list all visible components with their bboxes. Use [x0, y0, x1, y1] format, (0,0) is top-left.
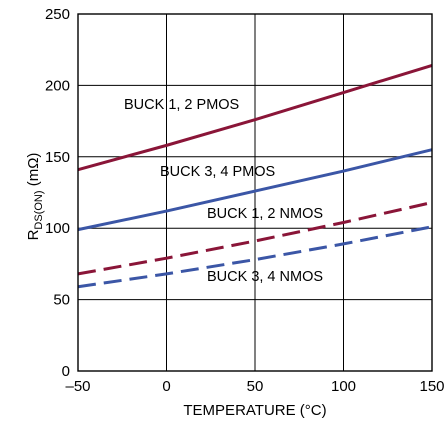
- series-line-buck-3-4-pmos: [77, 148, 433, 232]
- series-line-buck-3-4-nmos: [77, 225, 433, 289]
- series-lines: [77, 63, 433, 289]
- y-tick-label: 100: [45, 220, 70, 237]
- y-tick-label: 200: [45, 77, 70, 94]
- y-tick-label: 250: [45, 6, 70, 23]
- x-tick-label: –50: [65, 378, 90, 395]
- series-labels: BUCK 1, 2 PMOS BUCK 3, 4 PMOS BUCK 1, 2 NM…: [124, 97, 323, 285]
- y-axis-title-main: R: [25, 229, 42, 240]
- series-line-buck-1-2-pmos: [77, 63, 433, 172]
- x-tick-label: 50: [247, 378, 264, 395]
- x-tick-label: 0: [162, 378, 170, 395]
- x-tick-label: 150: [419, 378, 444, 395]
- y-tick-label: 50: [53, 292, 70, 309]
- grid: [78, 14, 432, 371]
- series-label: BUCK 1, 2 PMOS: [124, 97, 239, 113]
- plot-frame: [77, 13, 433, 372]
- series-label: BUCK 1, 2 NMOS: [207, 206, 323, 222]
- series-label: BUCK 3, 4 NMOS: [207, 269, 323, 285]
- x-axis-title: TEMPERATURE (°C): [183, 402, 326, 419]
- y-axis-title: RDS(ON) (mΩ): [25, 153, 45, 241]
- y-tick-label: 0: [62, 363, 70, 380]
- series-line-buck-1-2-nmos: [77, 201, 433, 276]
- y-tick-label: 150: [45, 149, 70, 166]
- x-tick-label: 100: [331, 378, 356, 395]
- series-label: BUCK 3, 4 PMOS: [160, 164, 275, 180]
- y-axis-title-subscript: DS(ON): [33, 190, 45, 229]
- y-axis-title-unit: (mΩ): [25, 153, 42, 191]
